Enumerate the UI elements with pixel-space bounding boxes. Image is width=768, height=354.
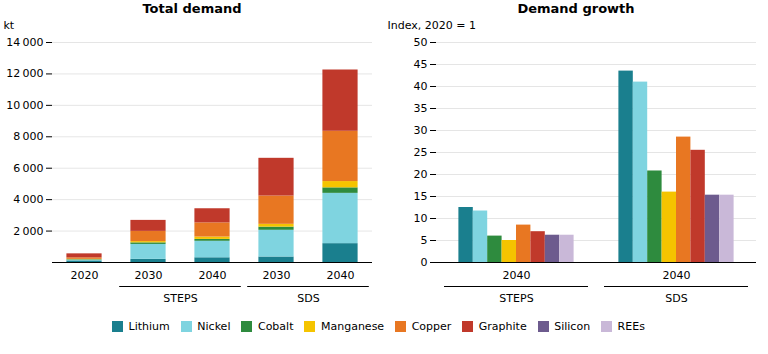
svg-text:2040: 2040 (663, 269, 691, 282)
html-text:Total demand: Total demand (142, 1, 242, 16)
svg-text:20: 20 (414, 168, 428, 181)
svg-text:2 000: 2 000 (13, 225, 43, 238)
svg-text:STEPS: STEPS (499, 292, 533, 305)
svg-text:2040: 2040 (503, 269, 531, 282)
svg-text:45: 45 (414, 58, 428, 71)
svg-text:4 000: 4 000 (13, 193, 43, 206)
html-text:Manganese: Manganese (321, 320, 385, 333)
svg-text:10 000: 10 000 (6, 99, 43, 112)
html-text:Cobalt: Cobalt (258, 320, 294, 333)
svg-text:5: 5 (421, 234, 428, 247)
svg-text:8 000: 8 000 (13, 130, 43, 143)
svg-text:SDS: SDS (297, 292, 319, 305)
svg-text:35: 35 (414, 102, 428, 115)
svg-text:2030: 2030 (135, 269, 163, 282)
svg-text:2040: 2040 (199, 269, 227, 282)
svg-text:6 000: 6 000 (13, 162, 43, 175)
svg-text:STEPS: STEPS (163, 292, 197, 305)
svg-text:0: 0 (421, 256, 428, 269)
svg-text:2040: 2040 (327, 269, 355, 282)
svg-text:SDS: SDS (665, 292, 687, 305)
svg-text:25: 25 (414, 146, 428, 159)
svg-text:Index, 2020 = 1: Index, 2020 = 1 (388, 19, 476, 32)
html-text:Nickel: Nickel (197, 320, 231, 333)
html-text:Lithium: Lithium (128, 320, 170, 333)
svg-text:kt: kt (4, 19, 15, 32)
svg-text:10: 10 (414, 212, 428, 225)
svg-text:30: 30 (414, 124, 428, 137)
html-text:Graphite: Graphite (478, 320, 527, 333)
html-text:Copper: Copper (411, 320, 452, 333)
html-text:Demand growth: Demand growth (517, 1, 635, 16)
svg-text:40: 40 (414, 80, 428, 93)
svg-text:14 000: 14 000 (6, 36, 43, 49)
svg-text:2020: 2020 (71, 269, 99, 282)
html-text:Silicon: Silicon (554, 320, 591, 333)
svg-text:50: 50 (414, 36, 428, 49)
html-text:REEs: REEs (617, 320, 645, 333)
svg-text:2030: 2030 (263, 269, 291, 282)
svg-text:12 000: 12 000 (6, 67, 43, 80)
svg-text:15: 15 (414, 190, 428, 203)
